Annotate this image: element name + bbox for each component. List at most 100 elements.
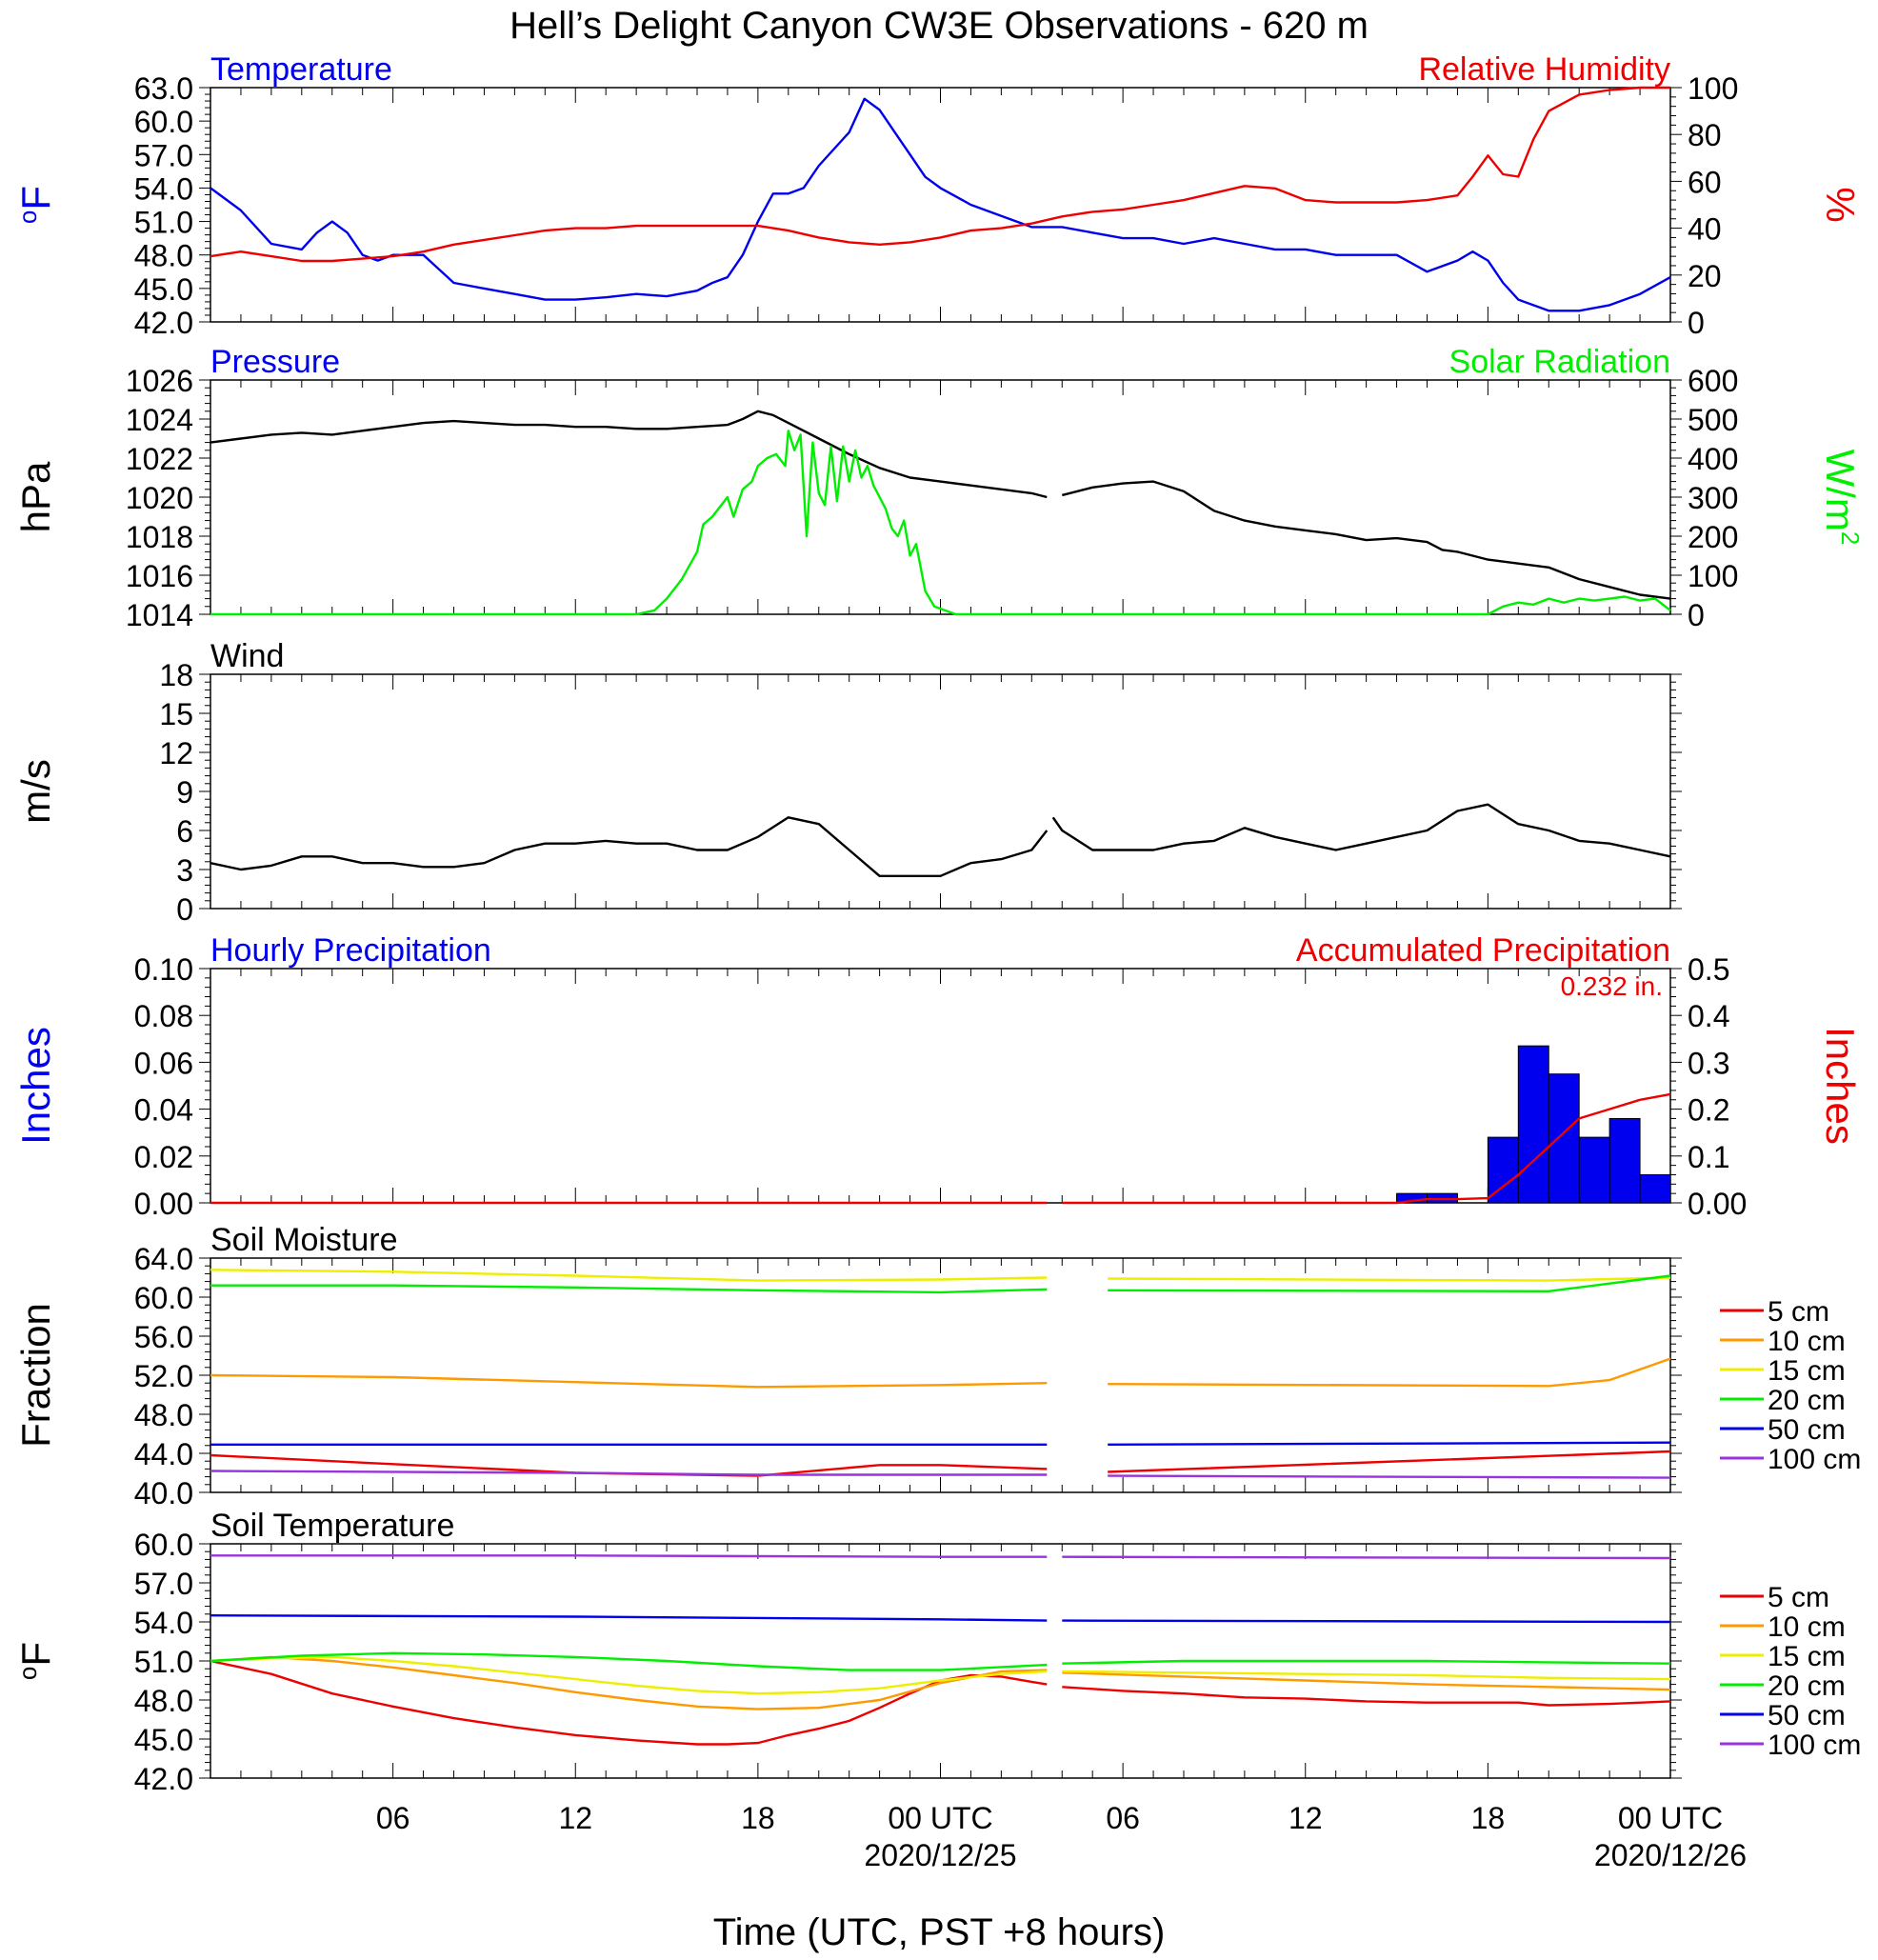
y-left-tick-label: 3 — [176, 853, 193, 888]
precip-bar — [1578, 1136, 1610, 1204]
y-left-tick-label: 45.0 — [134, 1723, 193, 1757]
y-left-unit: hPa — [13, 461, 58, 532]
chart-title: Hell’s Delight Canyon CW3E Observations … — [509, 5, 1369, 47]
panel-right-title: Relative Humidity — [1418, 51, 1670, 88]
y-right-tick-label: 40 — [1688, 212, 1722, 247]
panel-left-title: Temperature — [210, 51, 392, 88]
precip-bar — [1517, 1045, 1549, 1204]
series-line-100-cm — [210, 1470, 1671, 1479]
y-left-tick-label: 6 — [176, 814, 193, 849]
y-left-tick-label: 1014 — [126, 598, 193, 632]
panel-soil-moisture: 64.0 60.0 56.0 52.0 48.0 44.0 40.0 Soil Moistur… — [13, 1222, 1861, 1510]
series-line-10-cm — [210, 1357, 1671, 1389]
y-right-tick-label: 400 — [1688, 442, 1738, 476]
y-left-tick-label: 12 — [159, 736, 193, 770]
legend-label: 5 cm — [1768, 1582, 1829, 1613]
y-left-unit: oF — [13, 1642, 58, 1680]
x-tick-label: 18 — [741, 1801, 775, 1835]
y-left-unit: Inches — [13, 1027, 58, 1145]
legend-label: 10 cm — [1768, 1611, 1846, 1643]
unit-superscript: o — [13, 210, 42, 224]
x-tick-label: 18 — [1471, 1801, 1506, 1835]
y-left-tick-label: 44.0 — [134, 1437, 193, 1471]
panel-right-title: Solar Radiation — [1449, 344, 1670, 380]
panel-wind: 18 15 12 9 6 3 0 Wind m/s — [13, 638, 1682, 927]
series-line-20-cm — [210, 1274, 1671, 1294]
y-left-tick-label: 51.0 — [134, 206, 193, 240]
y-left-tick-label: 15 — [159, 697, 193, 731]
x-tick-label: 12 — [558, 1801, 592, 1835]
y-left-tick-label: 0.08 — [134, 999, 193, 1033]
y-right-tick-label: 200 — [1688, 520, 1738, 554]
series-line-solar-radiation — [210, 430, 1671, 616]
series-line-5-cm — [210, 1659, 1671, 1746]
y-left-tick-label: 48.0 — [134, 239, 193, 273]
y-right-tick-label: 300 — [1688, 481, 1738, 515]
panel-right-title: Accumulated Precipitation — [1296, 932, 1670, 969]
y-left-unit: Fraction — [13, 1303, 58, 1448]
panel-pressure-solar: 1026 1024 1022 1020 1018 1016 1014 600 500 400 300… — [13, 344, 1865, 632]
y-left-tick-label: 51.0 — [134, 1645, 193, 1679]
y-left-tick-label: 64.0 — [134, 1242, 193, 1276]
panel-soil-temperature: 60.0 57.0 54.0 51.0 48.0 45.0 42.0 Soil Tempera… — [13, 1508, 1861, 1796]
y-right-tick-label: 600 — [1688, 364, 1738, 398]
y-left-tick-label: 45.0 — [134, 272, 193, 307]
legend-label: 50 cm — [1768, 1414, 1846, 1446]
y-left-tick-label: 0.10 — [134, 952, 193, 987]
y-left-tick-label: 52.0 — [134, 1359, 193, 1393]
series-line-pressure — [210, 410, 1671, 600]
y-right-tick-label: 0 — [1688, 306, 1705, 340]
y-left-tick-label: 0.00 — [134, 1187, 193, 1221]
legend-label: 50 cm — [1768, 1700, 1846, 1731]
unit-text: W/m — [1818, 450, 1863, 531]
y-left-tick-label: 1022 — [126, 442, 193, 476]
y-left-tick-label: 1024 — [126, 403, 193, 437]
series-line-100-cm — [210, 1554, 1671, 1560]
panel-temperature-humidity: 63.060.057.054.051.048.045.042.0 100 80 60 4… — [13, 51, 1863, 340]
x-tick-label: 00 UTC — [888, 1801, 992, 1835]
legend-label: 15 cm — [1768, 1355, 1846, 1387]
y-right-tick-label: 60 — [1688, 165, 1722, 199]
y-left-tick-label: 60.0 — [134, 1528, 193, 1562]
y-left-tick-label: 63.0 — [134, 71, 193, 106]
series-line-50-cm — [210, 1441, 1671, 1446]
y-left-tick-label: 18 — [159, 658, 193, 692]
y-right-tick-label: 0.00 — [1688, 1187, 1747, 1221]
y-left-tick-label: 1020 — [126, 481, 193, 515]
legend-label: 100 cm — [1768, 1444, 1861, 1475]
y-right-tick-label: 0.1 — [1688, 1140, 1729, 1174]
precip-bar — [1639, 1173, 1671, 1204]
y-right-tick-label: 0.5 — [1688, 952, 1729, 987]
y-left-tick-label: 0.04 — [134, 1093, 193, 1128]
y-right-tick-label: 20 — [1688, 259, 1722, 293]
panel-precipitation: 0.10 0.08 0.06 0.04 0.02 0.00 0.5 0.4 0.3 0.2 0.1 0… — [13, 932, 1863, 1221]
series-line-10-cm — [210, 1655, 1671, 1710]
legend-label: 10 cm — [1768, 1326, 1846, 1357]
y-right-tick-label: 0.3 — [1688, 1046, 1729, 1080]
y-right-tick-label: 100 — [1688, 71, 1738, 106]
precip-bar — [1487, 1136, 1519, 1204]
y-right-tick-label: 100 — [1688, 559, 1738, 593]
accumulated-total-label: 0.232 in. — [1561, 971, 1663, 1001]
series-line-wind — [210, 803, 1671, 877]
panel-left-title: Soil Temperature — [210, 1508, 454, 1544]
x-axis-label: Time (UTC, PST +8 hours) — [713, 1911, 1166, 1953]
panel-left-title: Hourly Precipitation — [210, 932, 491, 969]
y-left-tick-label: 0.02 — [134, 1140, 193, 1174]
chart-panels: 63.060.057.054.051.048.045.042.010080604… — [13, 51, 1865, 1796]
y-left-tick-label: 1026 — [126, 364, 193, 398]
y-right-tick-label: 80 — [1688, 118, 1722, 152]
y-left-tick-label: 54.0 — [134, 1606, 193, 1640]
x-tick-label: 06 — [1106, 1801, 1140, 1835]
x-date-label: 2020/12/25 — [864, 1838, 1016, 1872]
series-line-15-cm — [210, 1269, 1671, 1282]
panel-left-title: Pressure — [210, 344, 340, 380]
x-date-label: 2020/12/26 — [1594, 1838, 1747, 1872]
legend-label: 15 cm — [1768, 1641, 1846, 1672]
legend-label: 20 cm — [1768, 1670, 1846, 1702]
y-left-tick-label: 0.06 — [134, 1046, 193, 1080]
y-right-unit: Inches — [1818, 1027, 1863, 1145]
unit-text: F — [13, 1642, 58, 1667]
series-line-50-cm — [210, 1614, 1671, 1624]
